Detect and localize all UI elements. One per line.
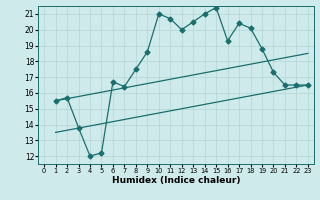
X-axis label: Humidex (Indice chaleur): Humidex (Indice chaleur) (112, 176, 240, 185)
